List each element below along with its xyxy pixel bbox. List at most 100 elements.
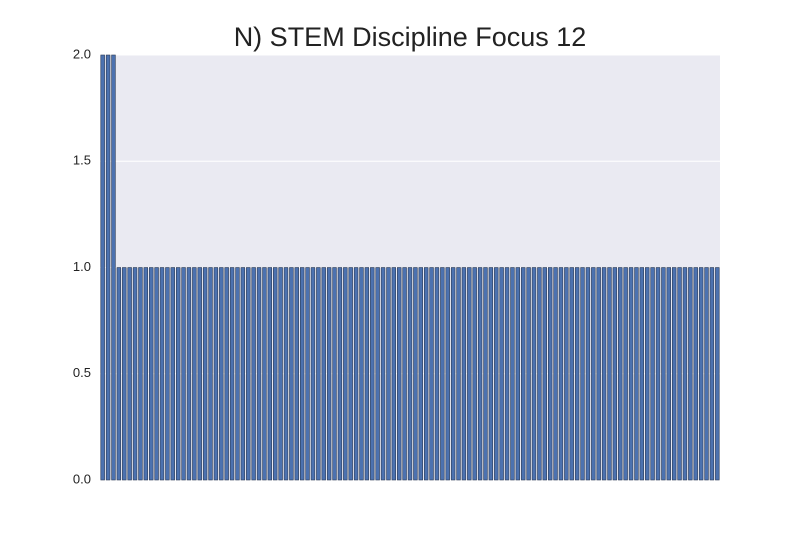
bar <box>240 267 246 481</box>
bar <box>494 267 499 481</box>
bar <box>251 267 256 481</box>
bar <box>326 267 332 481</box>
bar <box>521 267 526 481</box>
bar <box>149 267 154 481</box>
bar <box>138 267 143 481</box>
bar <box>698 267 704 481</box>
bar <box>375 267 380 481</box>
bar <box>450 267 456 481</box>
bar <box>483 267 488 481</box>
bar <box>531 267 537 481</box>
bar <box>553 267 558 481</box>
bar <box>628 267 634 481</box>
bar <box>202 267 208 481</box>
bar <box>165 267 170 481</box>
bar <box>159 267 165 481</box>
bar <box>591 267 596 481</box>
bar <box>709 267 715 481</box>
bar <box>116 267 122 481</box>
y-tick-label: 2.0 <box>73 46 91 61</box>
bar <box>348 267 353 481</box>
bar <box>526 267 531 481</box>
bar <box>186 267 192 481</box>
bar <box>693 267 698 481</box>
bar <box>359 267 364 481</box>
bar <box>504 267 510 481</box>
bar <box>175 267 181 481</box>
bar <box>364 267 370 481</box>
bar <box>197 267 202 481</box>
bar <box>461 267 467 481</box>
bar <box>122 267 127 481</box>
bar <box>219 267 224 481</box>
chart-title: N) STEM Discipline Focus 12 <box>234 22 587 52</box>
y-tick-label: 0.0 <box>73 471 91 486</box>
bar <box>386 267 391 481</box>
bar <box>688 267 693 481</box>
bar <box>273 267 278 481</box>
bar <box>596 267 601 481</box>
y-tick-label: 1.0 <box>73 259 91 274</box>
bar <box>704 267 709 481</box>
bar <box>488 267 494 481</box>
bar <box>402 267 407 481</box>
bar <box>343 267 348 481</box>
bar <box>612 267 618 481</box>
bar <box>510 267 515 481</box>
bar <box>580 267 585 481</box>
bar <box>429 267 434 481</box>
bar <box>294 267 299 481</box>
bar <box>105 54 111 481</box>
bar <box>132 267 138 481</box>
bar <box>623 267 628 481</box>
bar <box>353 267 359 481</box>
bar <box>337 267 343 481</box>
bar <box>289 267 294 481</box>
bar <box>456 267 461 481</box>
bar <box>299 267 305 481</box>
bar <box>278 267 283 481</box>
bar <box>332 267 337 481</box>
bar <box>601 267 607 481</box>
bar <box>434 267 440 481</box>
y-tick-label: 0.5 <box>73 365 91 380</box>
bar <box>499 267 504 481</box>
bar <box>111 54 116 481</box>
bar <box>391 267 397 481</box>
bar <box>305 267 310 481</box>
bar <box>537 267 542 481</box>
bar <box>224 267 229 481</box>
bar <box>472 267 477 481</box>
bar <box>208 267 213 481</box>
bar <box>380 267 386 481</box>
bar <box>154 267 159 481</box>
bar <box>639 267 645 481</box>
bar <box>542 267 547 481</box>
bar <box>645 267 650 481</box>
bar <box>585 267 591 481</box>
bar <box>655 267 661 481</box>
bar <box>661 267 666 481</box>
bar <box>127 267 132 481</box>
bar <box>370 267 375 481</box>
bar <box>192 267 197 481</box>
bar <box>515 267 521 481</box>
bar <box>618 267 623 481</box>
bar <box>477 267 483 481</box>
bar <box>423 267 429 481</box>
bar <box>547 267 553 481</box>
bar <box>418 267 423 481</box>
bar <box>634 267 639 481</box>
bar <box>467 267 472 481</box>
bar <box>100 54 105 481</box>
bar <box>440 267 445 481</box>
bar <box>181 267 186 481</box>
bar <box>650 267 655 481</box>
bar <box>267 267 273 481</box>
y-tick-label: 1.5 <box>73 153 91 168</box>
bar <box>316 267 321 481</box>
bar <box>445 267 450 481</box>
bar <box>143 267 149 481</box>
bar <box>170 267 175 481</box>
